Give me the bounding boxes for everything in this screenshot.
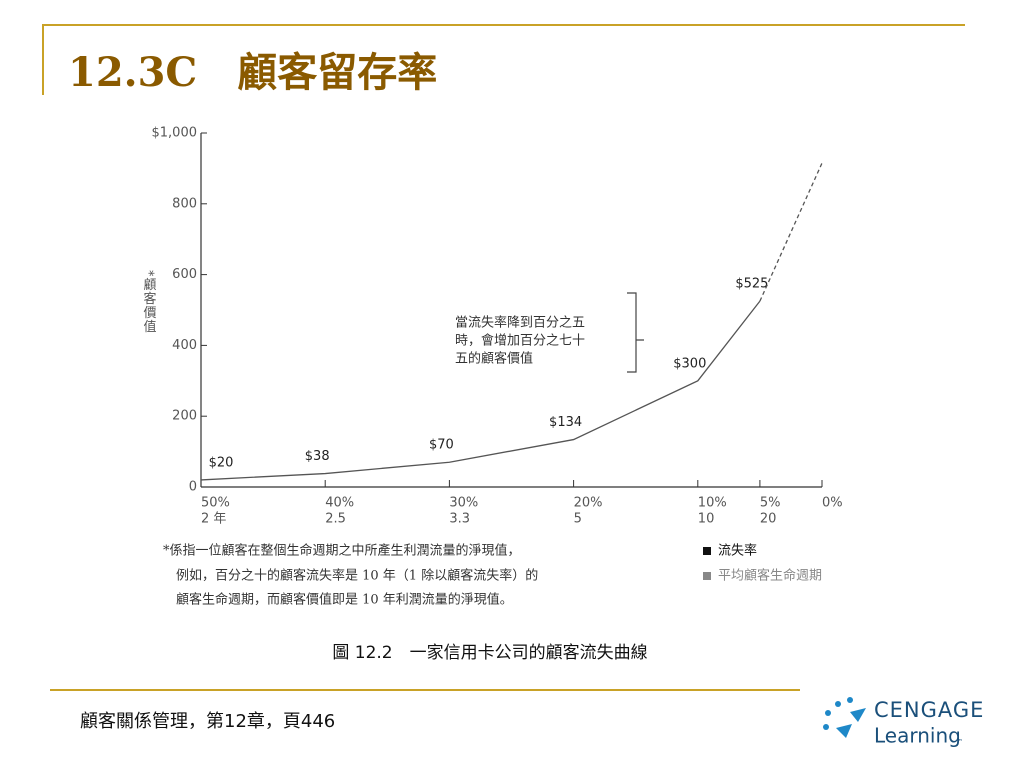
value-label: $300 — [673, 356, 706, 371]
y-tick-label: 400 — [172, 338, 197, 353]
y-tick-label: 0 — [189, 480, 197, 495]
logo-shape — [836, 724, 852, 738]
y-tick-label: $1,000 — [152, 126, 198, 141]
x-tick-label: 50% — [201, 496, 230, 511]
x-tick-label: 5% — [760, 496, 781, 511]
figure-caption: 圖 12.2 一家信用卡公司的顧客流失曲線 — [332, 643, 647, 663]
footnote: *係指一位顧客在整個生命週期之中所產生利潤流量的淨現值， 例如，百分之十的顧客流… — [163, 543, 538, 608]
footnote-line: 例如，百分之十的顧客流失率是 10 年（1 除以顧客流失率）的 — [176, 568, 538, 584]
x-tick-label: 30% — [449, 496, 478, 511]
y-tick-label: 800 — [172, 196, 197, 211]
y-tick-label: 200 — [172, 409, 197, 424]
footnote-line: *係指一位顧客在整個生命週期之中所產生利潤流量的淨現值， — [163, 543, 521, 559]
x-lifetime-label: 2.5 — [325, 512, 346, 527]
legend-swatch — [703, 572, 711, 580]
logo-dot — [847, 697, 853, 703]
x-lifetime-label: 10 — [698, 512, 715, 527]
annotation-line: 時，會增加百分之七十 — [455, 334, 585, 349]
annotation-line: 當流失率降到百分之五 — [455, 315, 585, 331]
annotation: 當流失率降到百分之五 時，會增加百分之七十 五的顧客價值 — [455, 292, 644, 373]
logo-trademark: ™ — [956, 738, 963, 746]
x-tick-label: 0% — [822, 496, 843, 511]
logo-name: CENGAGE — [874, 698, 984, 722]
x-tick-label: 10% — [698, 496, 727, 511]
logo-tagline: Learning — [874, 724, 961, 748]
footnote-line: 顧客生命週期，而顧客價值即是 10 年利潤流量的淨現值。 — [176, 592, 513, 608]
y-tick-label: 600 — [172, 267, 197, 282]
x-lifetime-label: 2 年 — [201, 512, 226, 527]
annotation-line: 五的顧客價值 — [455, 351, 533, 367]
x-lifetime-label: 5 — [574, 512, 582, 527]
x-tick-label: 40% — [325, 496, 354, 511]
value-label: $70 — [429, 438, 454, 453]
logo-dot — [825, 710, 831, 716]
logo-dot — [835, 701, 841, 707]
logo-shape — [850, 708, 866, 722]
x-lifetime-label: 3.3 — [449, 512, 470, 527]
value-label: $134 — [549, 415, 582, 430]
slide-title: 12.3C 顧客留存率 — [68, 49, 437, 96]
logo-dot — [823, 724, 829, 730]
legend-label: 流失率 — [718, 543, 757, 559]
line-series — [200, 300, 761, 481]
legend-swatch — [703, 547, 711, 555]
value-label: $525 — [735, 277, 768, 292]
line-series — [759, 162, 823, 302]
logo: CENGAGE Learning ™ — [823, 697, 984, 748]
x-lifetime-label: 20 — [760, 512, 777, 527]
annotation-bracket — [627, 292, 644, 373]
y-axis-label: *顧客價值 — [141, 270, 157, 334]
value-label: $20 — [209, 455, 234, 470]
value-label: $38 — [305, 449, 330, 464]
x-tick-label: 20% — [574, 496, 603, 511]
legend-label: 平均顧客生命週期 — [718, 568, 822, 584]
footer: 顧客關係管理，第12章，頁446 — [80, 711, 335, 732]
